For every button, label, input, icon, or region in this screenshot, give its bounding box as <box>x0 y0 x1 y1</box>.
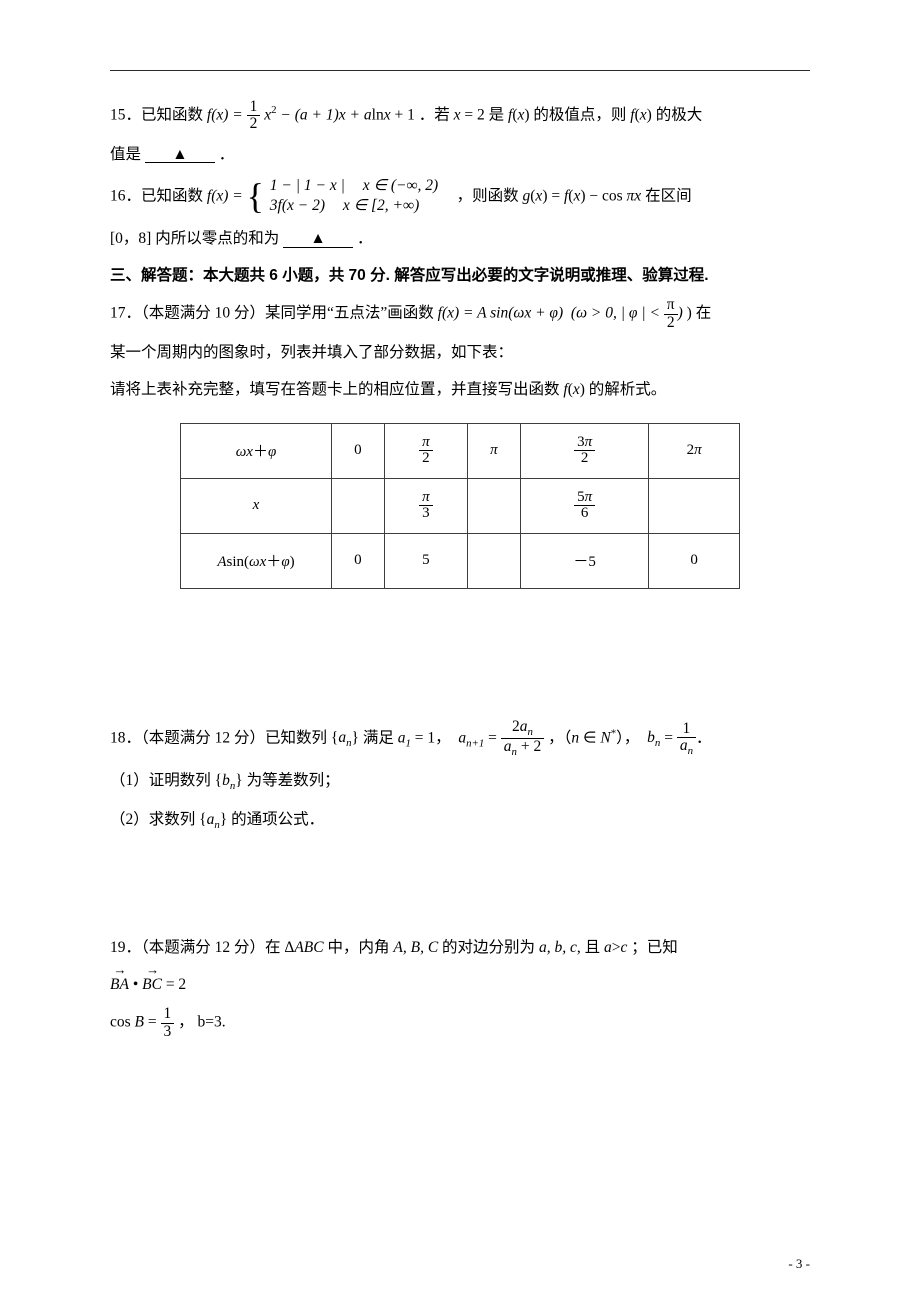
q16-after: ，则函数 g(x) = f(x) − cos πx 在区间 <box>457 187 692 204</box>
five-point-table: ωx＋φ 0 π2 π 3π2 2π x π3 5π6 Asin(ωx＋φ) 0… <box>180 423 740 589</box>
page-number: - 3 - <box>788 1256 810 1272</box>
q19-frac: 1 3 <box>161 1006 175 1040</box>
table-cell: ωx＋φ <box>181 423 332 478</box>
q17-line3: 请将上表补充完整，填写在答题卡上的相应位置，并直接写出函数 f(x) 的解析式。 <box>110 374 810 405</box>
table-cell: 0 <box>332 533 385 588</box>
table-cell: －5 <box>520 533 648 588</box>
spacer <box>110 589 810 719</box>
q15-prefix: 15．已知函数 <box>110 106 207 123</box>
table-row: Asin(ωx＋φ) 0 5 －5 0 <box>181 533 740 588</box>
q16-r2-expr: 3f(x − 2) <box>270 197 325 214</box>
q15-func: f(x) = <box>207 106 247 123</box>
q16-feq: f(x) = <box>207 187 247 204</box>
q18-line1: 18．（本题满分 12 分）已知数列 {an} 满足 a1 = 1， an+1 … <box>110 719 810 759</box>
spacer <box>110 842 810 932</box>
q16-r1-cond: x ∈ (−∞, 2) <box>363 176 453 197</box>
table-row: ωx＋φ 0 π2 π 3π2 2π <box>181 423 740 478</box>
table-cell: 5π6 <box>520 478 648 533</box>
q16-blank: ▲ <box>283 231 353 248</box>
table-cell: π <box>467 423 520 478</box>
table-row: x π3 5π6 <box>181 478 740 533</box>
q18-part2: （2）求数列 {an} 的通项公式． <box>110 804 810 837</box>
q16-line1: 16．已知函数 f(x) = { 1 − | 1 − x | x ∈ (−∞, … <box>110 176 810 218</box>
table-cell <box>467 533 520 588</box>
table-cell: 0 <box>649 533 740 588</box>
q18-part1: （1）证明数列 {bn} 为等差数列； <box>110 765 810 798</box>
table-cell <box>467 478 520 533</box>
table-cell: 3π2 <box>520 423 648 478</box>
top-rule <box>110 70 810 71</box>
table-cell: 5 <box>384 533 467 588</box>
q15-line2: 值是 ▲ ． <box>110 139 810 170</box>
table-cell: 2π <box>649 423 740 478</box>
q15-cond: ．若 x = 2 是 f(x) 的极值点，则 f(x) 的极大 <box>419 106 703 123</box>
q19-line1: 19．（本题满分 12 分）在 ΔABC 中，内角 A, B, C 的对边分别为… <box>110 932 810 963</box>
q19-cos: cos B = 1 3 ， b=3. <box>110 1006 810 1040</box>
q15-frac: 1 2 <box>247 99 261 133</box>
q16-piecewise: { 1 − | 1 − x | x ∈ (−∞, 2) 3f(x − 2) x … <box>247 176 453 218</box>
q18-frac2: 1 an <box>677 721 696 758</box>
table-cell <box>649 478 740 533</box>
q19-vec: BA • BC = 2 <box>110 969 810 1000</box>
table-cell: Asin(ωx＋φ) <box>181 533 332 588</box>
q15-blank: ▲ <box>145 147 215 164</box>
table-cell: π3 <box>384 478 467 533</box>
table-cell: 0 <box>332 423 385 478</box>
q17-func: f(x) = A sin(ωx + φ) (ω > 0, | φ | < <box>438 305 664 322</box>
q17-line2: 某一个周期内的图象时，列表并填入了部分数据，如下表： <box>110 337 810 368</box>
q17-line1: 17．（本题满分 10 分）某同学用“五点法”画函数 f(x) = A sin(… <box>110 297 810 331</box>
table-cell: x <box>181 478 332 533</box>
page: 15．已知函数 f(x) = 1 2 x2 − (a + 1)x + alnx … <box>0 0 920 1302</box>
q18-frac: 2an an + 2 <box>501 719 544 759</box>
q16-r2-cond: x ∈ [2, +∞) <box>343 196 433 217</box>
q16-r1-expr: 1 − | 1 − x | <box>270 177 345 194</box>
q15-line1: 15．已知函数 f(x) = 1 2 x2 − (a + 1)x + alnx … <box>110 99 810 133</box>
table-cell: π2 <box>384 423 467 478</box>
section-3-heading: 三、解答题：本大题共 6 小题，共 70 分. 解答应写出必要的文字说明或推理、… <box>110 260 810 291</box>
table-cell <box>332 478 385 533</box>
q17-pi2: π 2 <box>664 297 678 331</box>
q16-line2: [0，8] 内所以零点的和为 ▲ ． <box>110 223 810 254</box>
